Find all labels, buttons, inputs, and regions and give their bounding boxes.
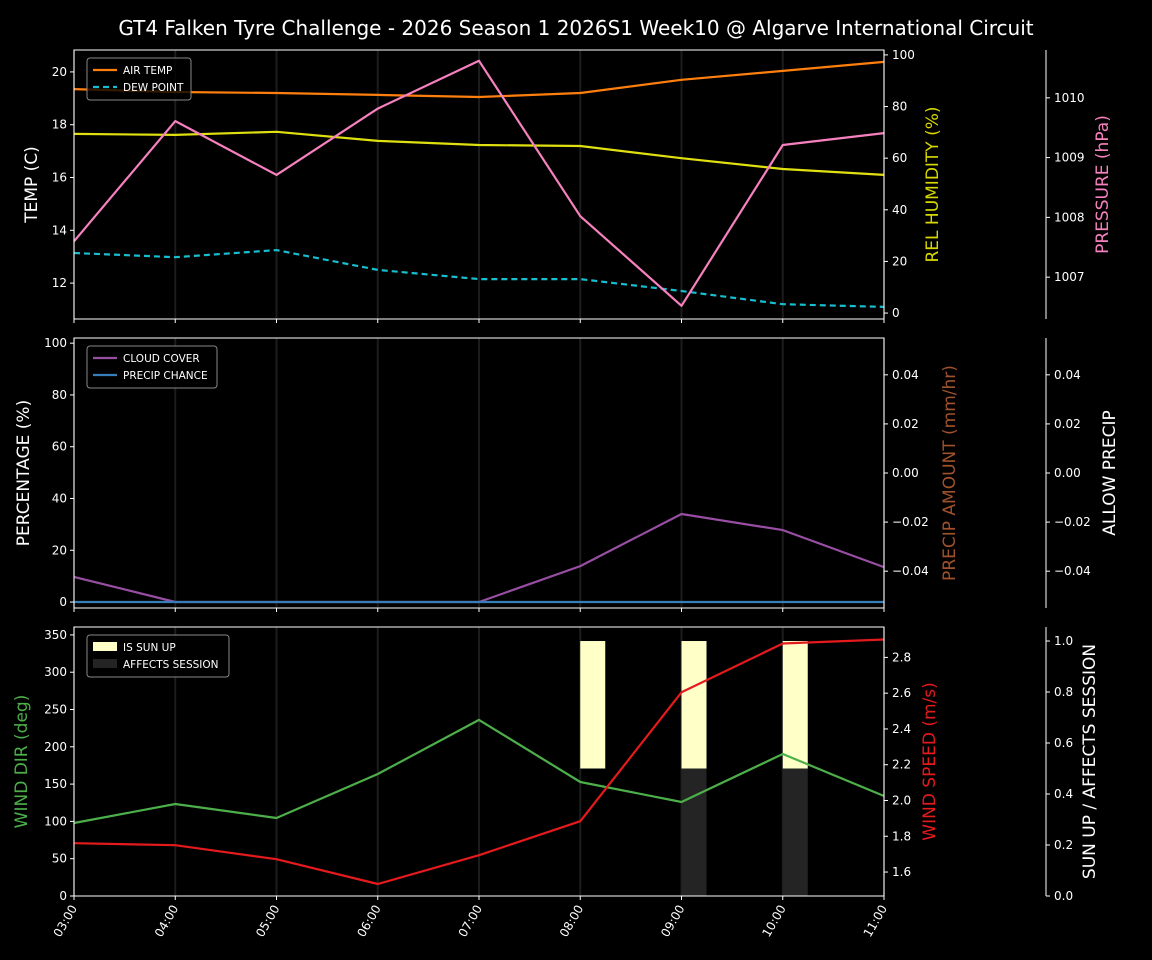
series-line-air-temp: [73, 60, 885, 99]
legend-box: [86, 57, 192, 101]
panel-1: 12 14 16 18 20 TEMP (C) 0 20 40 60 80 100 REL HUMIDI…: [22, 48, 1113, 323]
y-tick-label: 1010: [1054, 91, 1085, 105]
y-tick-label: 100: [892, 48, 915, 62]
panel-2: 0 20 40 60 80 100 PERCENTAGE (%) −0.04 −0.02 0.00…: [14, 336, 1120, 612]
x-tick-label: 11:00: [861, 903, 890, 940]
y-tick-label: 40: [892, 203, 907, 217]
legend-label: AIR TEMP: [123, 65, 172, 77]
y-tick-label: 80: [892, 100, 907, 114]
bar-is-sun-up: [681, 641, 707, 769]
series-line-wind: [73, 638, 885, 886]
y-tick-label: 150: [44, 777, 67, 791]
legend: IS SUN UP AFFECTS SESSION: [86, 634, 230, 678]
y-tick-label: 0.0: [1054, 889, 1073, 903]
y-tick-label: 20: [52, 65, 67, 79]
legend-label: PRECIP CHANCE: [123, 370, 208, 382]
y-tick-label: 40: [52, 491, 67, 505]
y-tick-label: 2.2: [892, 758, 911, 772]
y-tick-label: 1007: [1054, 270, 1085, 284]
y-tick-label: 0: [59, 595, 67, 609]
x-tick-label: 07:00: [456, 903, 485, 940]
y-tick-label: 0.00: [892, 466, 919, 480]
bar-is-sun-up: [782, 641, 808, 769]
bar-is-sun-up: [580, 641, 606, 769]
legend-box: [86, 634, 230, 678]
y-tick-label: 100: [44, 814, 67, 828]
y-tick-label: 2.4: [892, 722, 911, 736]
y-tick-label: 18: [52, 118, 67, 132]
y-tick-label: 2.6: [892, 686, 911, 700]
axis-label: PRECIP AMOUNT (mm/hr): [940, 365, 960, 581]
axis-label: WIND DIR (deg): [12, 695, 32, 829]
y-tick-label: 0.04: [892, 368, 919, 382]
y-tick-label: 1009: [1054, 151, 1085, 165]
y-tick-label: 100: [44, 336, 67, 350]
y-tick-label: 1.6: [892, 865, 911, 879]
series-line-dew-point: [73, 249, 885, 308]
y-tick-label: 0: [892, 306, 900, 320]
y-tick-label: 60: [52, 440, 67, 454]
y-tick-label: 0.00: [1054, 466, 1081, 480]
y-tick-label: −0.02: [892, 515, 929, 529]
y-tick-label: 250: [44, 703, 67, 717]
series-line-pressure: [73, 59, 885, 307]
y-tick-label: 1.0: [1054, 634, 1073, 648]
x-tick-label: 09:00: [658, 903, 687, 940]
y-tick-label: 14: [52, 223, 67, 237]
y-tick-label: 16: [52, 171, 67, 185]
bar-affects-session: [782, 768, 808, 896]
axis-label: WIND SPEED (m/s): [920, 682, 940, 840]
y-tick-label: 0.02: [892, 417, 919, 431]
y-tick-label: 0.4: [1054, 787, 1073, 801]
legend: CLOUD COVER PRECIP CHANCE: [86, 345, 218, 389]
y-tick-label: 2.8: [892, 650, 911, 664]
y-tick-label: 20: [892, 254, 907, 268]
y-tick-label: 0.6: [1054, 736, 1073, 750]
axis-label: REL HUMIDITY (%): [923, 106, 943, 262]
x-tick-label: 06:00: [354, 903, 383, 940]
y-tick-label: −0.04: [892, 564, 929, 578]
y-tick-label: 300: [44, 665, 67, 679]
series-line-wind: [73, 718, 885, 825]
legend-label: DEW POINT: [123, 82, 184, 94]
axis-label: TEMP (C): [22, 146, 42, 224]
y-tick-label: 0.2: [1054, 838, 1073, 852]
x-tick-label: 10:00: [759, 903, 788, 940]
y-tick-label: 12: [52, 276, 67, 290]
figure-title: GT4 Falken Tyre Challenge - 2026 Season …: [118, 16, 1033, 40]
y-tick-label: 1.8: [892, 829, 911, 843]
y-tick-label: 350: [44, 628, 67, 642]
y-tick-label: 0.04: [1054, 368, 1081, 382]
y-tick-label: 0.02: [1054, 417, 1081, 431]
x-tick-label: 03:00: [51, 903, 80, 940]
axis-label: PRESSURE (hPa): [1093, 115, 1113, 254]
y-tick-label: 20: [52, 543, 67, 557]
y-tick-label: 0.8: [1054, 685, 1073, 699]
x-tick-label: 05:00: [253, 903, 282, 940]
y-tick-label: 50: [52, 852, 67, 866]
axis-label: SUN UP / AFFECTS SESSION: [1080, 644, 1100, 879]
legend-label: IS SUN UP: [123, 642, 176, 654]
x-tick-label: 08:00: [557, 903, 586, 940]
axis-label: PERCENTAGE (%): [14, 400, 34, 546]
y-tick-label: 80: [52, 388, 67, 402]
axis-label: ALLOW PRECIP: [1100, 410, 1120, 536]
legend: AIR TEMP DEW POINT: [86, 57, 192, 101]
y-tick-label: 2.0: [892, 793, 911, 807]
legend-swatch: [93, 659, 117, 668]
y-tick-label: 1008: [1054, 210, 1085, 224]
legend-label: CLOUD COVER: [123, 353, 200, 365]
x-tick-label: 04:00: [152, 903, 181, 940]
panel-3: 0 50 100 150 200 250 300 350 WIND DIR (deg) 1.6 1.…: [12, 626, 1100, 940]
y-tick-label: 60: [892, 151, 907, 165]
legend-swatch: [93, 642, 117, 651]
y-tick-label: −0.02: [1054, 515, 1091, 529]
legend-label: AFFECTS SESSION: [123, 659, 219, 671]
legend-box: [86, 345, 218, 389]
y-tick-label: −0.04: [1054, 564, 1091, 578]
y-tick-label: 200: [44, 740, 67, 754]
bar-affects-session: [681, 768, 707, 896]
y-tick-label: 0: [59, 889, 67, 903]
